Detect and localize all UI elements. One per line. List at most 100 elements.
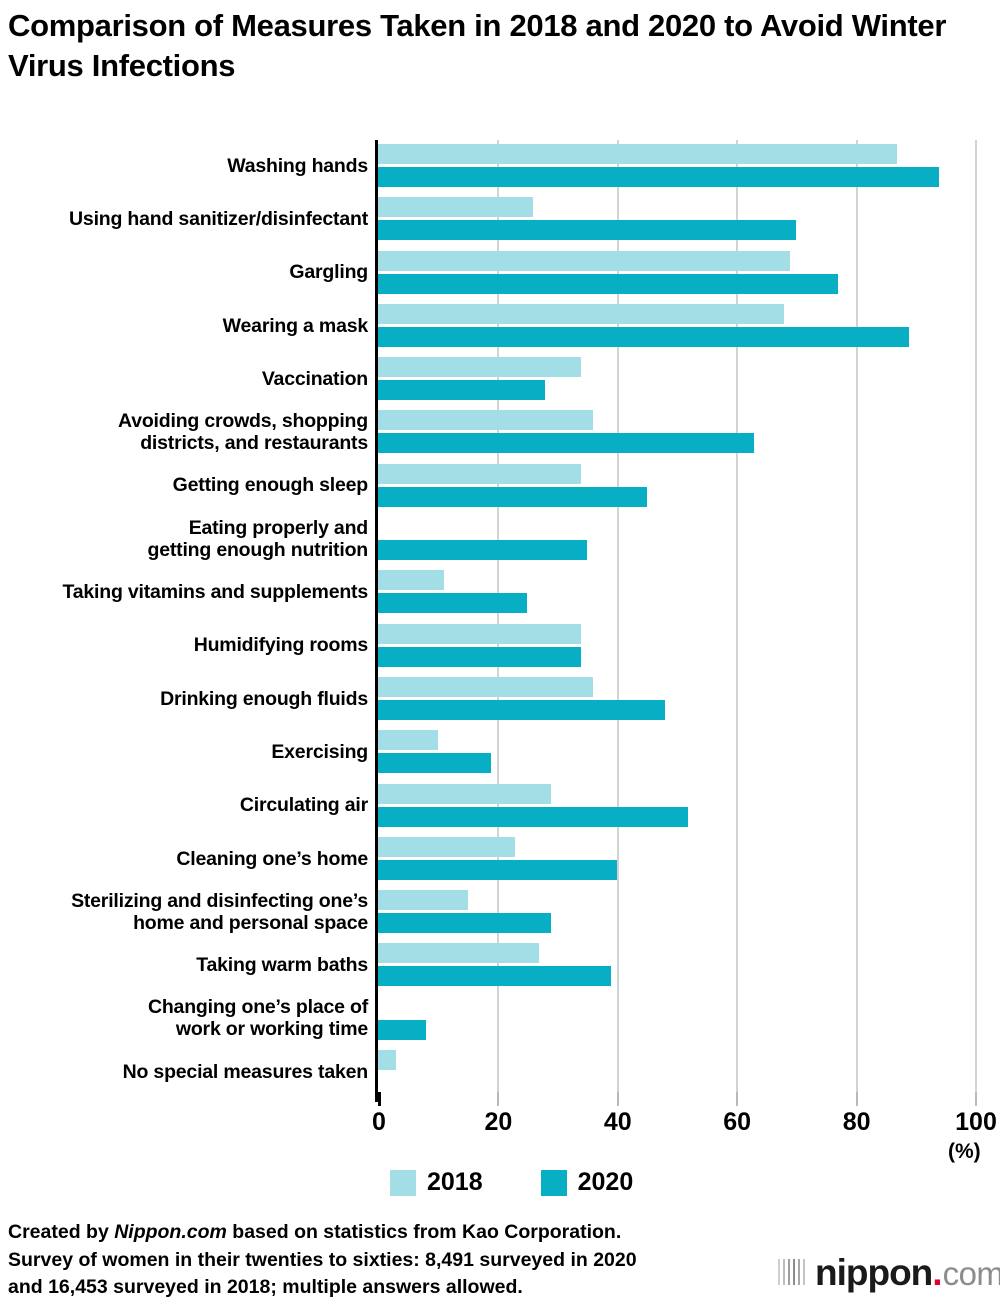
legend-item-2020[interactable]: 2020 [540,1168,633,1197]
bar-2018[interactable] [378,943,540,964]
bar-2018[interactable] [378,676,593,697]
chart-row: Washing hands [0,140,1000,193]
bar-group [378,408,978,457]
chart-row: Wearing a mask [0,300,1000,353]
gridline-80 [855,140,858,1102]
category-label: Drinking enough fluids [160,687,368,710]
category-label: Gargling [289,261,368,284]
bar-2020[interactable] [378,593,528,614]
source-line-1-post: based on statistics from Kao Corporation… [226,1221,622,1243]
source-line-3: and 16,453 surveyed in 2018; multiple an… [8,1276,523,1299]
x-tick-80 [855,1092,858,1106]
logo-name: nippon [815,1252,933,1293]
bar-2018[interactable] [378,303,784,324]
gridline-40 [616,140,619,1102]
bar-2020[interactable] [378,167,940,187]
bar-2020[interactable] [378,326,910,347]
chart-legend: 2018 2020 [390,1168,633,1197]
bar-2020[interactable] [378,806,689,827]
bar-2020[interactable] [378,966,611,987]
chart-row: Taking vitamins and supplements [0,566,1000,619]
bar-2020[interactable] [378,273,838,294]
source-line-1-italic: Nippon.com [114,1221,227,1243]
bar-group [378,302,978,351]
bar-2018[interactable] [378,1050,396,1071]
chart-row: Sterilizing and disinfecting one’s home … [0,886,1000,939]
category-label: Using hand sanitizer/disinfectant [69,208,368,231]
category-label: Humidifying rooms [193,634,368,657]
bar-2020[interactable] [378,380,546,401]
category-label: No special measures taken [122,1060,369,1083]
logo-tld: com [942,1255,1000,1292]
x-tick-label-0: 0 [372,1108,386,1136]
bar-2020[interactable] [378,753,492,774]
category-label: Vaccination [261,367,368,390]
gridlines [378,140,977,1102]
legend-swatch-2018-icon [390,1169,416,1196]
bar-2020[interactable] [378,486,647,507]
x-tick-label-80: 80 [842,1108,871,1136]
legend-item-2018[interactable]: 2018 [390,1168,483,1197]
bar-2018[interactable] [378,463,581,484]
bar-2018[interactable] [378,783,552,804]
chart-row: No special measures taken [0,1046,1000,1099]
bar-group [378,941,978,990]
bar-2018[interactable] [378,410,593,431]
bar-group [378,675,978,724]
source-line-2: Survey of women in their twenties to six… [8,1248,637,1271]
legend-label-2018: 2018 [427,1168,483,1196]
gridline-100 [975,140,977,1102]
nippon-bars-icon [778,1259,808,1285]
chart-row: Cleaning one’s home [0,833,1000,886]
category-label: Washing hands [227,154,368,177]
bar-2018[interactable] [378,197,534,218]
bar-group [378,782,978,831]
bar-group [378,568,978,617]
category-label: Exercising [271,740,368,763]
bar-group [378,462,978,511]
y-axis-line [375,140,378,1102]
gridline-60 [736,140,739,1102]
bar-2018[interactable] [378,144,898,164]
x-tick-100 [975,1092,977,1106]
bar-group [378,888,978,937]
bar-2020[interactable] [378,220,796,241]
chart-row: Exercising [0,726,1000,779]
bar-2018[interactable] [378,623,581,644]
chart-rows: Washing hands Using hand sanitizer/disinf… [0,140,1000,1099]
chart-row: Taking warm baths [0,939,1000,992]
x-tick-0 [378,1092,381,1106]
x-tick-label-60: 60 [723,1108,752,1136]
bar-2020[interactable] [378,433,755,454]
bar-2020[interactable] [378,1019,426,1040]
bar-2018[interactable] [378,250,790,271]
category-label: Circulating air [239,794,368,817]
bar-2020[interactable] [378,913,552,934]
chart-row: Changing one’s place of work or working … [0,993,1000,1046]
bar-group [378,728,978,777]
gridline-20 [497,140,500,1102]
category-label: Changing one’s place of work or working … [147,996,368,1041]
chart-row: Using hand sanitizer/disinfectant [0,193,1000,246]
x-axis-unit-label: (%) [948,1140,981,1163]
bar-2018[interactable] [378,570,444,591]
chart-row: Humidifying rooms [0,620,1000,673]
x-tick-label-100: 100 [955,1108,997,1136]
category-label: Taking vitamins and supplements [62,581,368,604]
bar-2020[interactable] [378,646,581,667]
bar-2018[interactable] [378,836,516,857]
bar-2018[interactable] [378,730,438,751]
category-label: Getting enough sleep [172,474,369,497]
bar-2020[interactable] [378,699,665,720]
bar-2018[interactable] [378,357,581,378]
category-label: Avoiding crowds, shopping districts, and… [118,410,368,455]
page-title: Comparison of Measures Taken in 2018 and… [8,8,947,84]
nippon-logo[interactable]: nippon . com [778,1252,1000,1293]
chart-row: Getting enough sleep [0,460,1000,513]
bar-2018[interactable] [378,890,468,911]
bar-2020[interactable] [378,540,587,561]
bar-2020[interactable] [378,859,617,880]
chart-row: Eating properly and getting enough nutri… [0,513,1000,566]
bar-group [378,515,978,564]
